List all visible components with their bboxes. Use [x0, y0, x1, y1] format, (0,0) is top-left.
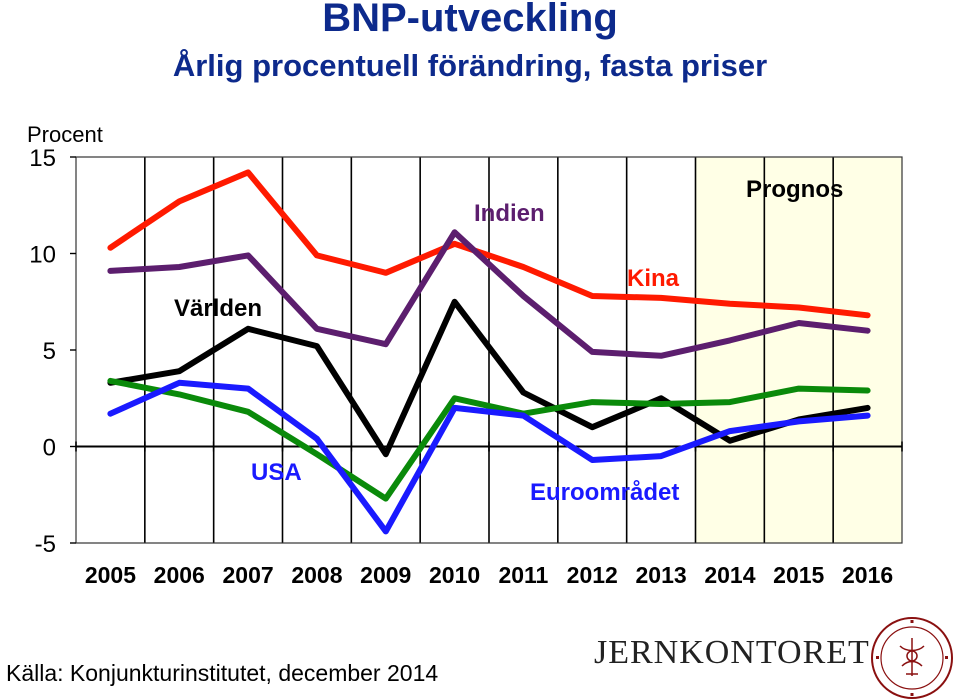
jernkontoret-logo: JERNKONTORET — [594, 634, 870, 671]
x-tick-label: 2006 — [154, 562, 205, 588]
source-note: Källa: Konjunkturinstitutet, december 20… — [6, 660, 439, 686]
chart-title: BNP-utveckling — [322, 0, 618, 40]
x-tick-label: 2016 — [842, 562, 893, 588]
series-annotation: USA — [251, 459, 302, 486]
y-tick-label: 15 — [29, 145, 56, 172]
series-line-världen — [107, 298, 871, 458]
chart-subtitle: Årlig procentuell förändring, fasta pris… — [172, 48, 768, 83]
axes: -5 0 5 10 15 2005 2006 2007 2008 2009 2010 2011 2012… — [29, 145, 903, 588]
y-tick-label: 5 — [43, 338, 56, 365]
x-tick-label: 2010 — [429, 562, 480, 588]
labels: Indien Kina Världen USA Euroområdet Prognos — [174, 176, 843, 506]
x-tick-label: 2009 — [360, 562, 411, 588]
x-tick-label: 2012 — [567, 562, 618, 588]
series-annotation: Kina — [627, 265, 680, 292]
y-tick-label: 10 — [29, 242, 56, 269]
series-annotation: Euroområdet — [530, 479, 679, 506]
y-axis-label: Procent — [27, 122, 103, 147]
forecast-region — [695, 157, 902, 543]
forecast-label: Prognos — [746, 176, 843, 203]
line-chart: -5 0 5 10 15 2005 2006 2007 2008 2009 2010 2011 2012… — [29, 145, 903, 588]
y-tick-label: -5 — [35, 531, 56, 558]
x-tick-label: 2014 — [704, 562, 755, 588]
y-tick-label: 0 — [43, 435, 56, 462]
series-annotation: Världen — [174, 295, 262, 322]
series-line-usa — [107, 379, 871, 535]
x-tick-label: 2007 — [222, 562, 273, 588]
series — [107, 169, 871, 535]
series-line-indien — [107, 229, 871, 359]
x-tick-label: 2015 — [773, 562, 824, 588]
x-tick-label: 2008 — [291, 562, 342, 588]
x-tick-label: 2005 — [85, 562, 136, 588]
series-line-euroområdet — [107, 377, 871, 502]
series-annotation: Indien — [474, 200, 545, 227]
x-tick-label: 2013 — [635, 562, 686, 588]
x-tick-label: 2011 — [498, 562, 548, 588]
series-line-kina — [107, 169, 871, 319]
jernkontoret-seal-icon — [871, 617, 953, 699]
